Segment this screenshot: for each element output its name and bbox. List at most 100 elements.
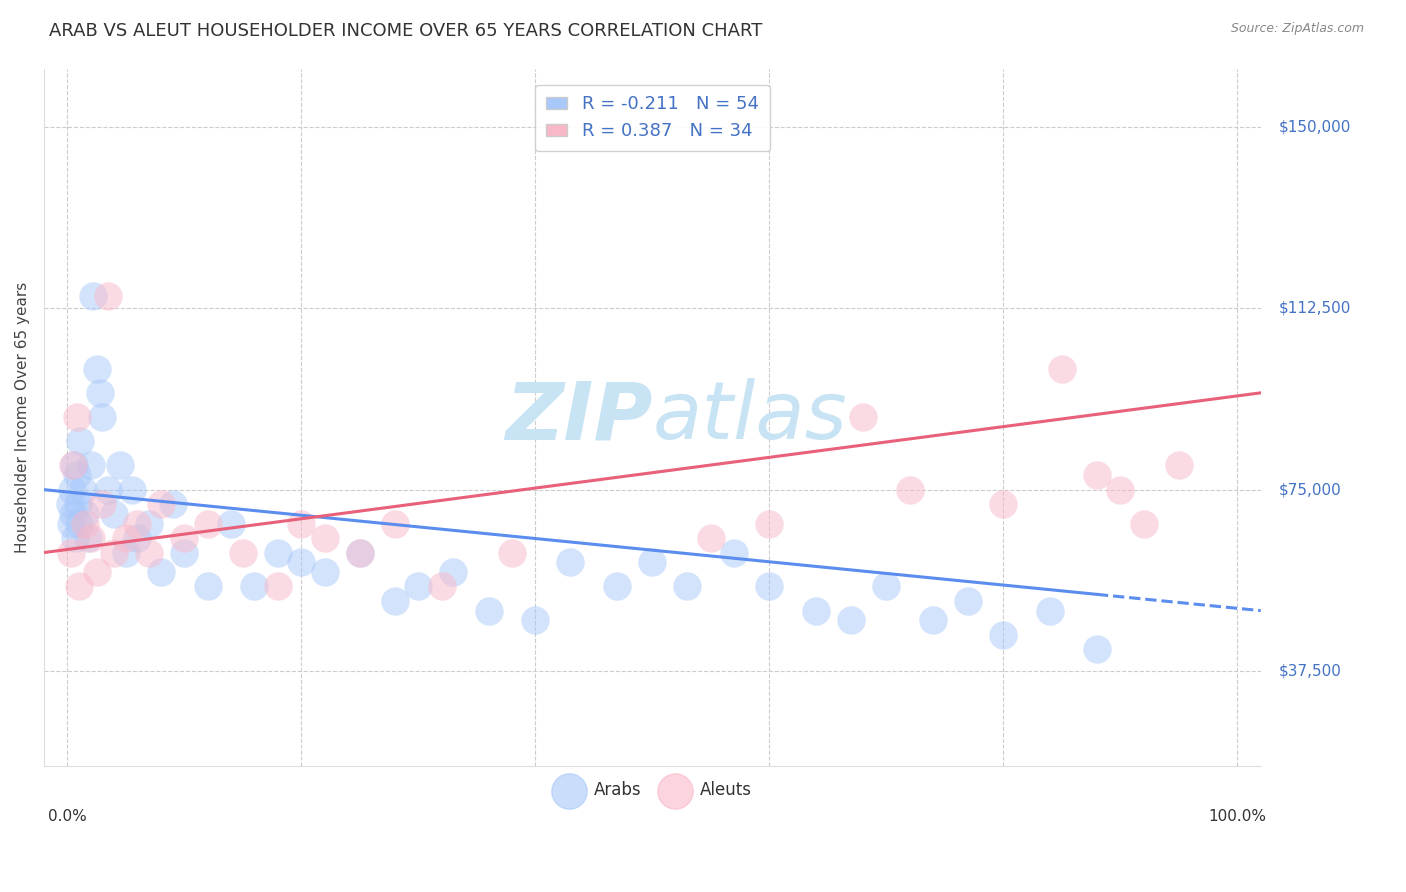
Point xyxy=(103,507,125,521)
Point xyxy=(898,483,921,497)
Point xyxy=(59,497,82,511)
Point xyxy=(349,545,371,559)
Point xyxy=(758,579,780,593)
Point xyxy=(441,565,464,579)
Point xyxy=(384,516,406,531)
Point xyxy=(1132,516,1154,531)
Text: atlas: atlas xyxy=(652,378,846,456)
Point xyxy=(69,434,91,449)
Point xyxy=(73,507,96,521)
Text: ARAB VS ALEUT HOUSEHOLDER INCOME OVER 65 YEARS CORRELATION CHART: ARAB VS ALEUT HOUSEHOLDER INCOME OVER 65… xyxy=(49,22,762,40)
Point xyxy=(108,458,131,473)
Point xyxy=(62,507,84,521)
Point xyxy=(86,361,108,376)
Point xyxy=(641,555,664,569)
Point xyxy=(839,613,862,627)
Point xyxy=(103,545,125,559)
Point xyxy=(149,497,172,511)
Point xyxy=(65,531,87,545)
Point xyxy=(267,545,290,559)
Point xyxy=(97,289,120,303)
Text: 0.0%: 0.0% xyxy=(48,809,87,824)
Point xyxy=(138,516,160,531)
Point xyxy=(243,579,266,593)
Point xyxy=(80,531,103,545)
Point xyxy=(560,555,582,569)
Point xyxy=(197,516,219,531)
Point xyxy=(77,531,100,545)
Point xyxy=(127,516,149,531)
Point xyxy=(501,545,523,559)
Point xyxy=(162,497,184,511)
Point xyxy=(290,555,312,569)
Point xyxy=(59,545,82,559)
Point xyxy=(127,531,149,545)
Point xyxy=(524,613,547,627)
Point xyxy=(82,289,104,303)
Point xyxy=(723,545,745,559)
Point xyxy=(60,483,83,497)
Point xyxy=(314,565,336,579)
Point xyxy=(62,458,84,473)
Point xyxy=(89,385,111,400)
Point xyxy=(114,531,136,545)
Point xyxy=(66,410,89,425)
Point xyxy=(852,410,875,425)
Point xyxy=(67,516,90,531)
Point xyxy=(63,458,86,473)
Point xyxy=(957,594,980,608)
Point xyxy=(477,604,499,618)
Point xyxy=(138,545,160,559)
Point xyxy=(676,579,699,593)
Legend: Arabs, Aleuts: Arabs, Aleuts xyxy=(546,774,759,806)
Point xyxy=(1039,604,1062,618)
Point xyxy=(700,531,723,545)
Point xyxy=(1167,458,1189,473)
Point xyxy=(91,410,114,425)
Point xyxy=(606,579,628,593)
Point xyxy=(114,545,136,559)
Text: $112,500: $112,500 xyxy=(1278,301,1351,316)
Point xyxy=(758,516,780,531)
Point xyxy=(197,579,219,593)
Y-axis label: Householder Income Over 65 years: Householder Income Over 65 years xyxy=(15,281,30,553)
Point xyxy=(1109,483,1132,497)
Point xyxy=(267,579,290,593)
Point xyxy=(1085,642,1108,657)
Text: $75,000: $75,000 xyxy=(1278,483,1341,497)
Point xyxy=(72,483,94,497)
Point xyxy=(67,579,90,593)
Point xyxy=(349,545,371,559)
Point xyxy=(232,545,254,559)
Point xyxy=(121,483,143,497)
Point xyxy=(149,565,172,579)
Point xyxy=(804,604,827,618)
Point xyxy=(314,531,336,545)
Text: $150,000: $150,000 xyxy=(1278,120,1351,134)
Point xyxy=(290,516,312,531)
Point xyxy=(993,628,1015,642)
Point xyxy=(384,594,406,608)
Point xyxy=(219,516,242,531)
Point xyxy=(922,613,945,627)
Point xyxy=(173,545,195,559)
Point xyxy=(91,497,114,511)
Text: ZIP: ZIP xyxy=(505,378,652,456)
Point xyxy=(993,497,1015,511)
Point xyxy=(97,483,120,497)
Point xyxy=(73,516,96,531)
Point xyxy=(1085,468,1108,483)
Text: 100.0%: 100.0% xyxy=(1208,809,1267,824)
Point xyxy=(173,531,195,545)
Point xyxy=(430,579,453,593)
Point xyxy=(86,565,108,579)
Point xyxy=(408,579,430,593)
Point xyxy=(59,516,82,531)
Text: Source: ZipAtlas.com: Source: ZipAtlas.com xyxy=(1230,22,1364,36)
Point xyxy=(66,497,89,511)
Point xyxy=(66,468,89,483)
Point xyxy=(1050,361,1073,376)
Point xyxy=(80,458,103,473)
Text: $37,500: $37,500 xyxy=(1278,664,1341,679)
Point xyxy=(875,579,897,593)
